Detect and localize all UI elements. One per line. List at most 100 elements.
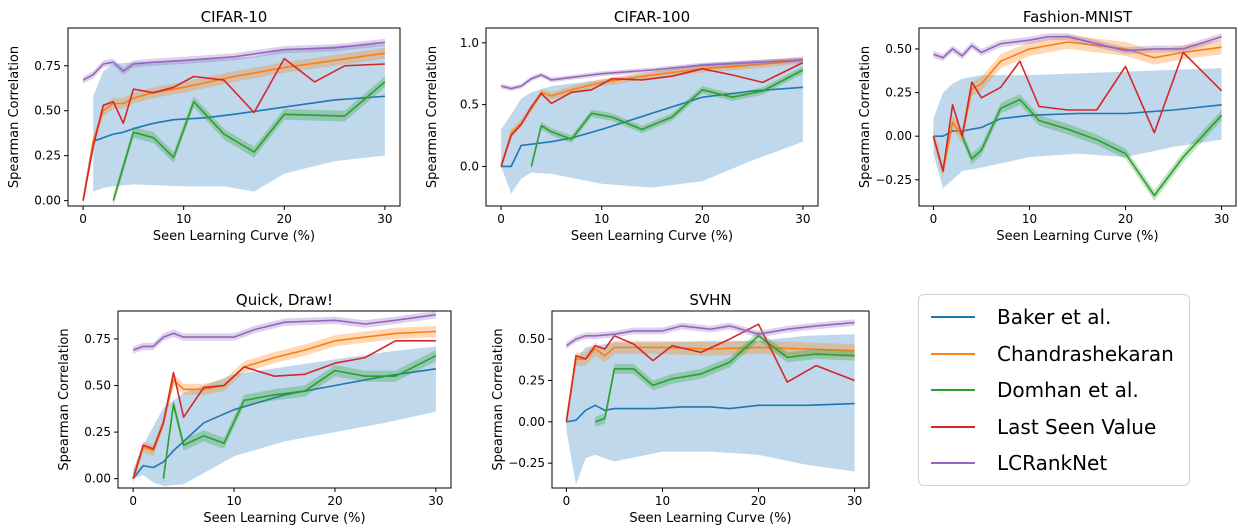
- x-axis-label: Seen Learning Curve (%): [629, 511, 791, 526]
- x-tick-label: 10: [594, 212, 609, 226]
- plot-area: [500, 56, 804, 194]
- chart-cifar-10: 0 10 20 30 0.00 0.25 0.50 0.75 CIFAR-10 Seen Lear…: [7, 8, 401, 244]
- y-tick-label: 0.25: [84, 425, 111, 439]
- y-tick-label: 0.00: [885, 129, 912, 143]
- x-tick-label: 0: [497, 212, 505, 226]
- error-band-lcranknet: [566, 319, 855, 349]
- x-tick-label: 0: [563, 494, 571, 508]
- series-line-last-seen-value: [932, 51, 1223, 172]
- y-tick-label: 0.25: [885, 86, 912, 100]
- x-axis-label: Seen Learning Curve (%): [203, 511, 365, 526]
- legend-label-lcranknet: LCRankNet: [997, 451, 1108, 476]
- series-line-baker-et-al: [566, 402, 855, 423]
- legend-swatch-baker: [931, 316, 975, 319]
- y-tick-label: 0.00: [34, 194, 61, 208]
- chart-cifar-100: 0 10 20 30 0.0 0.5 1.0 CIFAR-100 Seen Learning C…: [425, 8, 819, 244]
- x-tick-label: 0: [129, 494, 137, 508]
- x-axis-label: Seen Learning Curve (%): [153, 229, 315, 244]
- error-band-lcranknet: [933, 33, 1222, 62]
- legend-entry-baker: Baker et al.: [919, 299, 1189, 336]
- legend-entry-last-seen-value: Last Seen Value: [919, 409, 1189, 446]
- y-tick-label: 0.25: [34, 149, 61, 163]
- x-tick-label: 20: [327, 494, 342, 508]
- y-tick-label: 0.25: [518, 373, 545, 387]
- y-tick-label: −0.25: [508, 456, 545, 470]
- x-tick-label: 30: [377, 212, 392, 226]
- y-tick-label: 0.75: [84, 332, 111, 346]
- error-band-chandrashekaran: [133, 325, 436, 485]
- series-line-lcranknet: [132, 313, 437, 351]
- x-tick-label: 20: [1118, 212, 1133, 226]
- legend-label-chandrashekaran: Chandrashekaran: [997, 341, 1174, 366]
- error-band-lcranknet: [83, 38, 385, 84]
- error-band-chandrashekaran: [933, 35, 1222, 179]
- error-band-lcranknet: [501, 57, 803, 91]
- series-line-lcranknet: [500, 59, 803, 90]
- y-tick-label: 0.50: [34, 104, 61, 118]
- baker-variance-band: [133, 346, 436, 487]
- y-tick-label: 0.00: [84, 472, 111, 486]
- legend-entry-domhan: Domhan et al.: [919, 372, 1189, 409]
- x-axis-label: Seen Learning Curve (%): [996, 229, 1158, 244]
- series-line-last-seen-value: [82, 57, 385, 201]
- series-line-domhan-et-al: [530, 69, 804, 167]
- plot-frame: [918, 27, 1237, 207]
- series-line-chandrashekaran: [82, 52, 386, 201]
- series-line-chandrashekaran: [932, 41, 1222, 172]
- baker-variance-band: [93, 44, 385, 192]
- x-axis-label: Seen Learning Curve (%): [571, 229, 733, 244]
- x-tick-label: 30: [847, 494, 862, 508]
- chart-quick-draw: 0 10 20 30 0.00 0.25 0.50 0.75 Quick, Draw! Seen …: [57, 291, 452, 526]
- legend-swatch-chandrashekaran: [931, 352, 975, 355]
- x-tick-label: 30: [795, 212, 810, 226]
- series-line-last-seen-value: [565, 323, 855, 422]
- y-tick-label: 0.50: [84, 379, 111, 393]
- error-band-lcranknet: [133, 311, 436, 354]
- series-line-lcranknet: [82, 41, 385, 81]
- plot-area: [132, 311, 437, 487]
- legend-label-last-seen-value: Last Seen Value: [997, 414, 1157, 439]
- baker-variance-band: [933, 68, 1222, 189]
- series-line-chandrashekaran: [500, 59, 803, 167]
- legend-label-baker: Baker et al.: [997, 305, 1112, 330]
- x-tick-label: 20: [277, 212, 292, 226]
- legend-entry-chandrashekaran: Chandrashekaran: [919, 336, 1189, 373]
- x-tick-label: 0: [930, 212, 938, 226]
- series-line-lcranknet: [933, 35, 1222, 59]
- series-line-baker-et-al: [132, 368, 437, 480]
- series-line-baker-et-al: [82, 95, 385, 201]
- plot-frame: [117, 310, 452, 489]
- legend-swatch-last-seen-value: [931, 425, 975, 428]
- y-tick-label: 0.50: [885, 42, 912, 56]
- legend-swatch-lcranknet: [931, 462, 975, 465]
- y-axis-label: Spearman Correlation: [57, 328, 72, 470]
- y-tick-label: 0.00: [518, 415, 545, 429]
- x-tick-label: 30: [428, 494, 443, 508]
- y-tick-label: 0.75: [34, 59, 61, 73]
- legend-entry-lcranknet: LCRankNet: [919, 445, 1189, 482]
- x-tick-label: 20: [695, 212, 710, 226]
- error-band-chandrashekaran: [83, 47, 385, 206]
- y-tick-label: 1.0: [460, 36, 479, 50]
- y-axis-label: Spearman Correlation: [491, 328, 506, 470]
- chart-title: Quick, Draw!: [236, 291, 333, 309]
- chart-title: CIFAR-10: [201, 8, 268, 26]
- series-line-domhan-et-al: [162, 354, 437, 479]
- y-tick-label: 0.50: [518, 332, 545, 346]
- x-tick-label: 30: [1214, 212, 1229, 226]
- series-line-domhan-et-al: [112, 81, 386, 201]
- x-tick-label: 10: [176, 212, 191, 226]
- series-line-last-seen-value: [500, 61, 804, 167]
- series-line-lcranknet: [565, 321, 855, 347]
- error-band-domhan-et-al: [595, 330, 855, 427]
- plot-area: [932, 33, 1223, 201]
- plot-frame: [551, 310, 870, 489]
- y-tick-label: 0.5: [460, 98, 479, 112]
- y-axis-label: Spearman Correlation: [425, 46, 440, 188]
- legend-label-domhan: Domhan et al.: [997, 378, 1139, 403]
- y-axis-label: Spearman Correlation: [7, 46, 22, 188]
- y-tick-label: −0.25: [875, 173, 912, 187]
- plot-frame: [485, 27, 819, 207]
- x-tick-label: 10: [1022, 212, 1037, 226]
